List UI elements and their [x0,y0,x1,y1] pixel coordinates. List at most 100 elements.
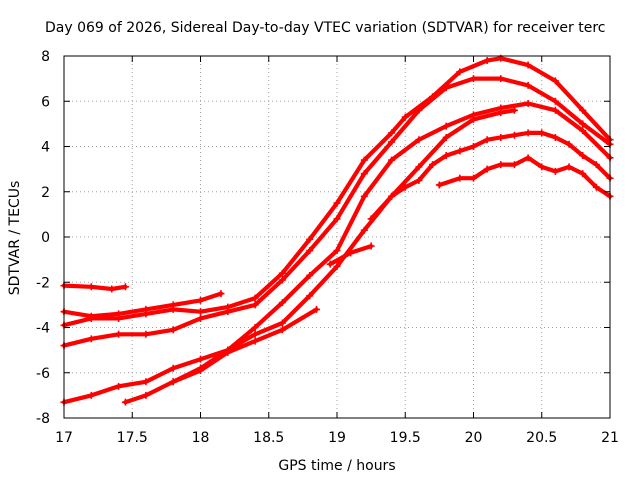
series-layer [60,54,614,406]
x-tick-label: 18 [192,430,210,446]
data-point-marker [121,398,129,406]
data-point-marker [87,335,95,343]
data-point-marker [197,355,204,363]
data-point-marker [470,75,477,83]
data-point-marker [333,247,341,255]
x-axis-label: GPS time / hours [278,458,395,474]
x-tick-label: 19.5 [390,430,421,446]
data-point-marker [388,192,396,200]
data-point-marker [565,163,573,171]
data-point-marker [313,305,321,313]
y-tick-label: -8 [36,411,50,427]
data-point-marker [415,176,423,184]
data-point-marker [251,324,259,331]
chart-title: Day 069 of 2026, Sidereal Day-to-day VTE… [45,20,605,36]
data-point-marker [551,167,559,175]
data-point-marker [442,152,450,160]
y-tick-label: 4 [41,140,50,156]
data-point-marker [333,199,341,207]
data-point-marker [388,129,396,137]
data-point-marker [401,113,409,121]
data-point-marker [415,163,423,171]
data-point-marker [278,299,286,307]
y-tick-label: 2 [41,185,50,201]
data-point-marker [524,61,532,69]
data-point-marker [367,242,375,250]
data-point-marker [197,366,204,374]
x-tick-label: 20.5 [526,430,557,446]
x-tick-label: 19 [328,430,346,446]
data-point-marker [333,215,341,223]
data-point-marker [551,97,559,105]
data-point-marker [524,100,532,108]
y-tick-label: -4 [36,321,50,337]
data-point-marker [415,106,423,114]
y-tick-label: 6 [41,94,50,110]
data-point-marker [524,81,532,89]
data-point-marker [470,174,477,182]
data-point-marker [579,106,587,114]
data-point-marker [306,292,314,300]
data-point-marker [442,133,450,141]
data-point-marker [278,319,286,327]
data-point-marker [435,181,443,189]
series-track-3 [61,56,613,328]
data-point-marker [360,226,368,234]
data-point-marker [510,106,518,114]
data-point-marker [442,122,450,130]
y-tick-label: 0 [41,230,50,246]
series-track-10 [437,155,613,199]
data-point-marker [197,314,204,322]
x-tick-label: 21 [601,430,619,446]
x-tick-label: 17 [55,430,73,446]
data-point-marker [538,163,546,171]
data-point-marker [510,131,518,139]
data-point-marker [579,152,587,160]
data-point-marker [142,391,150,399]
data-point-marker [388,156,396,164]
data-point-marker [197,296,204,304]
data-point-marker [360,192,368,200]
data-point-marker [169,378,177,386]
data-point-marker [360,170,368,178]
data-point-marker [551,77,559,85]
data-point-marker [551,133,559,141]
data-point-marker [579,120,587,128]
x-tick-label: 17.5 [117,430,148,446]
data-point-marker [251,301,259,309]
data-point-marker [470,115,477,123]
series-track-1 [61,283,128,292]
data-point-marker [470,143,477,150]
y-tick-label: -2 [36,275,50,291]
data-point-marker [579,170,587,178]
x-tick-label: 20 [465,430,483,446]
data-point-marker [326,260,334,268]
data-point-marker [442,84,450,92]
data-point-marker [197,308,204,316]
data-point-marker [251,337,259,345]
data-point-marker [87,314,95,322]
data-point-marker [142,310,150,318]
data-point-marker [115,330,123,338]
data-point-marker [121,283,129,291]
data-point-marker [115,382,123,390]
data-point-marker [251,330,259,338]
data-point-marker [565,140,573,148]
data-point-marker [497,161,505,169]
data-point-marker [388,138,396,146]
data-point-marker [456,174,464,182]
data-point-marker [142,330,150,338]
data-point-marker [169,326,177,334]
grid-layer [64,56,610,418]
data-point-marker [524,154,532,162]
y-tick-label: 8 [41,49,50,65]
data-point-marker [497,109,505,117]
data-point-marker [483,136,491,144]
data-point-marker [169,305,177,313]
data-point-marker [306,247,314,255]
data-point-marker [224,348,232,356]
data-point-marker [456,68,464,76]
data-point-marker [87,283,95,291]
data-point-marker [224,308,232,316]
